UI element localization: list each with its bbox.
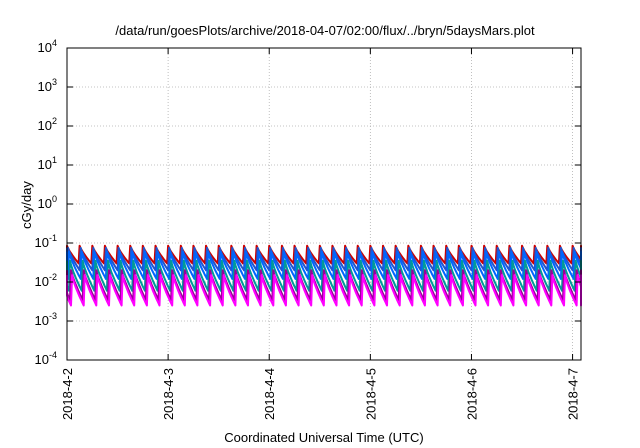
x-tick-label: 2018-4-3 bbox=[161, 368, 176, 420]
y-tick-label: 10-1 bbox=[35, 233, 57, 250]
x-tick-label: 2018-4-4 bbox=[262, 368, 277, 420]
y-tick-label: 10-4 bbox=[35, 350, 57, 367]
series-line bbox=[66, 250, 582, 280]
x-tick-label: 2018-4-7 bbox=[566, 368, 581, 420]
y-tick-label: 102 bbox=[38, 116, 57, 133]
x-axis-label: Coordinated Universal Time (UTC) bbox=[224, 430, 423, 445]
y-axis: 10-4 10-3 10-2 10-1 100 101 102 103 104 bbox=[35, 38, 581, 367]
y-tick-label: 10-3 bbox=[35, 311, 57, 328]
x-tick-label: 2018-4-6 bbox=[464, 368, 479, 420]
chart-title: /data/run/goesPlots/archive/2018-04-07/0… bbox=[115, 23, 535, 38]
series-group bbox=[66, 244, 582, 307]
series-line bbox=[66, 259, 582, 292]
y-tick-label: 101 bbox=[38, 155, 57, 172]
x-tick-label: 2018-4-2 bbox=[60, 368, 75, 420]
y-tick-label: 103 bbox=[38, 77, 57, 94]
x-axis: 2018-4-2 2018-4-3 2018-4-4 2018-4-5 2018-4-6… bbox=[60, 48, 581, 420]
grid bbox=[67, 48, 581, 360]
plot-frame bbox=[66, 47, 582, 361]
x-tick-label: 2018-4-5 bbox=[363, 368, 378, 420]
y-axis-label: cGy/day bbox=[19, 181, 34, 229]
y-tick-label: 10-2 bbox=[35, 272, 57, 289]
y-tick-label: 100 bbox=[38, 194, 57, 211]
series-line bbox=[66, 274, 582, 307]
y-tick-label: 104 bbox=[38, 38, 57, 55]
